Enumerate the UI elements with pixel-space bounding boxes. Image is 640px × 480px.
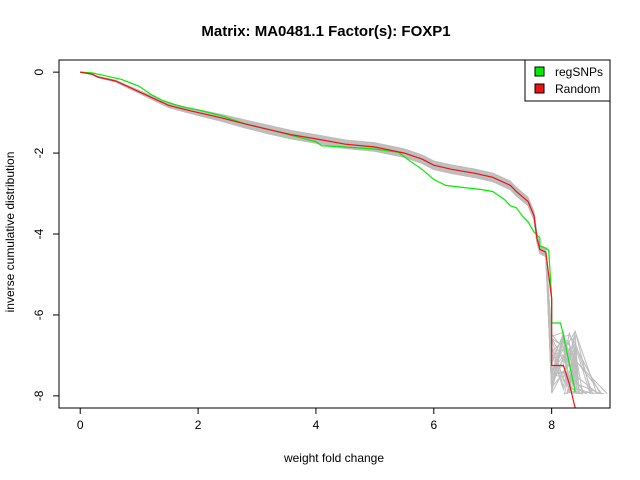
random-sample-line (80, 71, 578, 394)
random-sample-line (80, 71, 584, 395)
random-sample-line (80, 71, 601, 395)
legend: regSNPs Random (524, 59, 611, 102)
plot-frame (58, 59, 611, 409)
random-sample-line (80, 71, 593, 394)
x-tick-label: 6 (430, 418, 437, 432)
x-tick-label: 0 (77, 418, 84, 432)
x-axis-label: weight fold change (283, 451, 384, 465)
legend-swatch-regsnps (534, 66, 545, 77)
chart-title: Matrix: MA0481.1 Factor(s): FOXP1 (201, 23, 450, 40)
y-axis: 0 -2 -4 -6 -8 (32, 68, 59, 401)
random-sample-line (80, 71, 599, 395)
y-tick-label: -6 (32, 309, 46, 320)
random-sample-line (80, 71, 576, 394)
random-sample-line (80, 71, 576, 394)
random-sample-line (80, 71, 576, 394)
random-sample-line (80, 71, 603, 395)
series-line-regsnps (80, 71, 576, 392)
legend-swatch-random (534, 83, 545, 94)
random-sample-line (80, 71, 576, 395)
random-sample-line (80, 71, 584, 394)
random-sample-line (80, 71, 580, 394)
y-tick-label: -2 (32, 147, 46, 158)
random-sample-line (80, 71, 576, 394)
random-sample-line (80, 71, 576, 394)
random-sample-line (80, 71, 578, 394)
y-tick-label: -8 (32, 390, 46, 401)
random-sample-line (80, 71, 576, 394)
legend-label-regsnps: regSNPs (555, 65, 603, 79)
random-sample-line (80, 71, 594, 395)
series-layer (80, 71, 576, 408)
x-tick-label: 8 (548, 418, 555, 432)
y-axis-label: inverse cumulative distribution (3, 152, 17, 313)
random-sample-line (80, 71, 605, 395)
random-sample-line (80, 71, 586, 395)
random-sample-line (80, 71, 576, 394)
random-sample-line (80, 71, 576, 394)
y-tick-label: -4 (32, 228, 46, 239)
y-tick-label: 0 (32, 68, 46, 75)
series-line-random (80, 71, 576, 408)
x-tick-label: 2 (195, 418, 202, 432)
x-tick-label: 4 (313, 418, 320, 432)
random-sample-line (80, 71, 601, 395)
random-sample-line (80, 71, 592, 394)
random-sample-line (80, 71, 576, 395)
random-sample-line (80, 71, 588, 395)
random-sample-line (80, 71, 591, 394)
random-sample-line (80, 71, 580, 394)
random-sample-line (80, 71, 598, 394)
random-sample-line (80, 71, 580, 394)
random-sample-bands (80, 71, 608, 395)
random-sample-line (80, 71, 608, 395)
legend-label-random: Random (555, 82, 600, 96)
x-axis: 0 2 4 6 8 (77, 408, 555, 432)
